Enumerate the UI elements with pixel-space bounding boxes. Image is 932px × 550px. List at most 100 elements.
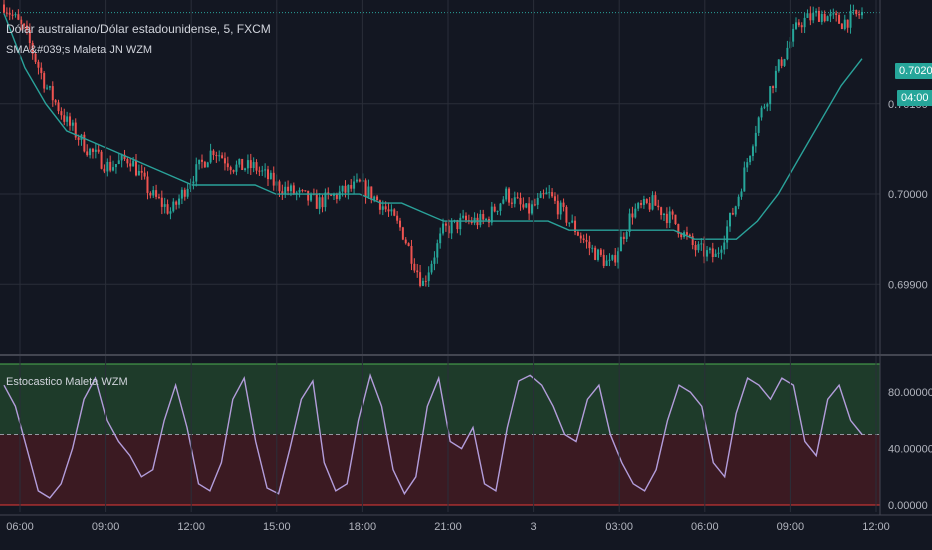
candle-body xyxy=(539,193,542,198)
candle-body xyxy=(777,59,780,71)
time-tick-label: 09:00 xyxy=(92,521,120,533)
candle-body xyxy=(665,213,668,224)
candle-body xyxy=(619,236,622,252)
candle-body xyxy=(737,196,740,207)
candle-body xyxy=(112,167,115,171)
candle-body xyxy=(430,263,433,273)
candle-body xyxy=(528,203,531,214)
candle-body xyxy=(23,23,26,26)
candle-body xyxy=(117,160,120,165)
candle-body xyxy=(157,196,160,198)
candle-body xyxy=(378,200,381,210)
candle-body xyxy=(668,211,671,224)
candle-body xyxy=(373,196,376,200)
candle-body xyxy=(330,194,333,196)
time-tick-label: 09:00 xyxy=(777,521,805,533)
candle-body xyxy=(858,14,861,16)
candle-body xyxy=(393,209,396,216)
candle-body xyxy=(622,236,625,240)
candle-body xyxy=(634,208,637,218)
candle-body xyxy=(206,162,209,168)
candle-body xyxy=(427,272,430,282)
candle-body xyxy=(769,86,772,105)
candle-body xyxy=(840,23,843,29)
candle-body xyxy=(71,122,74,126)
candle-body xyxy=(63,115,66,122)
candle-body xyxy=(711,248,714,257)
candle-body xyxy=(387,209,390,212)
candle-body xyxy=(255,162,258,171)
candle-body xyxy=(717,252,720,254)
time-tick-label: 03:00 xyxy=(605,521,633,533)
candle-body xyxy=(390,209,393,212)
bar-countdown-tag: 04:00 xyxy=(897,90,932,106)
candle-body xyxy=(645,199,648,204)
candle-body xyxy=(640,203,643,205)
candle-body xyxy=(77,137,80,140)
candle-body xyxy=(565,206,568,223)
candle-body xyxy=(66,116,69,122)
candle-body xyxy=(350,184,353,189)
candle-body xyxy=(780,59,783,66)
candle-body xyxy=(505,188,508,200)
candle-body xyxy=(760,107,763,118)
candle-body xyxy=(189,183,192,189)
candle-body xyxy=(140,170,143,173)
last-price-tag: 0.70201 xyxy=(895,63,932,79)
candle-body xyxy=(766,104,769,107)
candle-body xyxy=(519,197,522,205)
candle-body xyxy=(304,190,307,192)
candle-body xyxy=(582,238,585,240)
candle-body xyxy=(335,194,338,199)
candle-body xyxy=(551,192,554,197)
candle-body xyxy=(674,214,677,225)
candle-body xyxy=(579,235,582,239)
candle-body xyxy=(399,220,401,228)
time-tick-label: 15:00 xyxy=(263,521,291,533)
candle-body xyxy=(401,227,404,240)
candle-body xyxy=(324,192,327,208)
stochastic-pane[interactable] xyxy=(0,363,880,506)
candle-body xyxy=(820,14,823,22)
candle-body xyxy=(605,260,608,266)
candle-body xyxy=(691,236,694,246)
candle-body xyxy=(703,243,706,257)
candle-body xyxy=(499,203,502,211)
stochastic-indicator-label[interactable]: Estocastico Maleta WZM xyxy=(6,376,128,388)
candle-body xyxy=(11,14,14,16)
candle-body xyxy=(490,206,493,223)
oversold-zone xyxy=(0,434,880,505)
candle-body xyxy=(815,10,818,13)
candle-body xyxy=(376,196,379,201)
candle-body xyxy=(40,67,43,74)
candle-body xyxy=(631,213,634,218)
candle-body xyxy=(43,73,46,89)
time-tick-label: 06:00 xyxy=(6,521,34,533)
candle-body xyxy=(114,164,117,168)
candle-body xyxy=(109,161,112,171)
candle-body xyxy=(221,155,224,159)
candle-body xyxy=(137,170,140,176)
candle-body xyxy=(861,12,863,16)
overbought-zone xyxy=(0,364,880,435)
candle-body xyxy=(465,215,467,221)
candle-body xyxy=(298,189,301,193)
candle-body xyxy=(367,186,370,197)
candle-body xyxy=(169,211,172,214)
candle-body xyxy=(267,169,269,180)
candle-body xyxy=(25,25,28,30)
candle-body xyxy=(838,15,841,24)
candle-body xyxy=(533,204,536,206)
price-pane[interactable] xyxy=(0,0,880,288)
candle-body xyxy=(677,224,680,234)
candle-body xyxy=(433,257,436,264)
candle-body xyxy=(341,185,344,192)
candle-body xyxy=(301,189,304,191)
candle-body xyxy=(571,220,574,223)
candle-body xyxy=(344,185,347,193)
symbol-title[interactable]: Dólar australiano/Dólar estadounidense, … xyxy=(6,22,271,36)
sma-indicator-label[interactable]: SMA&#039;s Maleta JN WZM xyxy=(6,44,153,56)
candle-body xyxy=(289,185,292,192)
candle-body xyxy=(126,159,129,164)
